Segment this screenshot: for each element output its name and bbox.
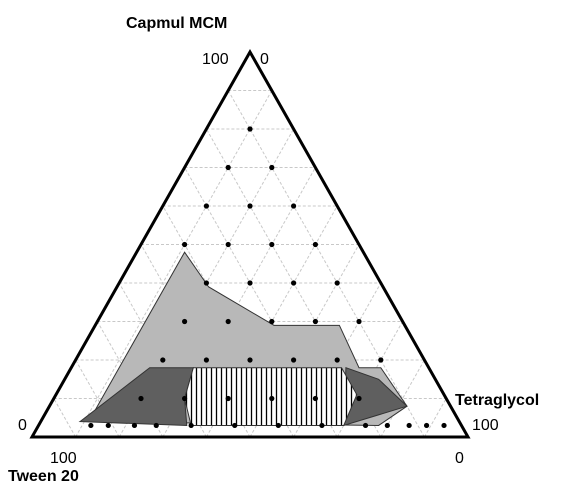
data-point — [225, 241, 231, 248]
grid-line — [53, 398, 77, 438]
data-point — [319, 422, 325, 429]
axis-title: Capmul MCM — [126, 15, 227, 32]
data-point — [406, 422, 412, 429]
data-point — [203, 203, 209, 209]
data-point — [312, 241, 318, 248]
data-point — [131, 422, 138, 429]
data-point — [203, 357, 209, 363]
tick-label: 100 — [50, 450, 77, 467]
data-point — [334, 280, 340, 286]
data-point — [105, 422, 111, 429]
data-point — [275, 422, 281, 429]
tick-label: 0 — [260, 51, 269, 68]
grid-line — [423, 398, 447, 438]
data-point — [225, 164, 231, 171]
points — [88, 126, 447, 429]
data-point — [291, 203, 297, 209]
tick-label: 0 — [18, 417, 27, 434]
data-point — [423, 422, 430, 429]
data-point — [182, 395, 188, 402]
data-point — [225, 395, 231, 402]
data-point — [247, 126, 253, 132]
data-point — [356, 318, 362, 325]
data-point — [356, 395, 362, 402]
data-point — [269, 395, 275, 402]
tick-label: 0 — [455, 450, 464, 467]
data-point — [362, 422, 369, 429]
data-point — [160, 357, 166, 363]
data-point — [153, 422, 159, 429]
data-point — [247, 280, 253, 286]
data-point — [182, 241, 188, 248]
data-point — [88, 422, 94, 429]
axis-title: Tween 20 — [8, 468, 79, 485]
grid-line — [293, 282, 382, 438]
data-point — [138, 395, 144, 402]
axis-title: Tetraglycol — [455, 392, 539, 409]
data-point — [384, 422, 390, 429]
grid-line — [227, 90, 425, 438]
triangle-frame — [29, 48, 471, 439]
tick-label: 100 — [202, 51, 229, 68]
data-point — [232, 422, 238, 429]
data-point — [269, 318, 275, 325]
data-point — [291, 357, 297, 363]
data-point — [441, 422, 447, 429]
data-point — [225, 318, 231, 325]
grid-line — [75, 90, 273, 438]
data-point — [269, 164, 275, 171]
data-point — [269, 241, 275, 248]
tick-label: 100 — [472, 417, 499, 434]
data-point — [334, 357, 340, 363]
data-point — [378, 357, 384, 363]
data-point — [247, 357, 253, 363]
data-point — [291, 280, 297, 286]
data-point — [182, 318, 188, 325]
grid-line — [118, 282, 207, 438]
data-point — [312, 395, 318, 402]
data-point — [312, 318, 318, 325]
data-point — [203, 280, 209, 286]
data-point — [188, 422, 194, 429]
data-point — [247, 203, 253, 209]
